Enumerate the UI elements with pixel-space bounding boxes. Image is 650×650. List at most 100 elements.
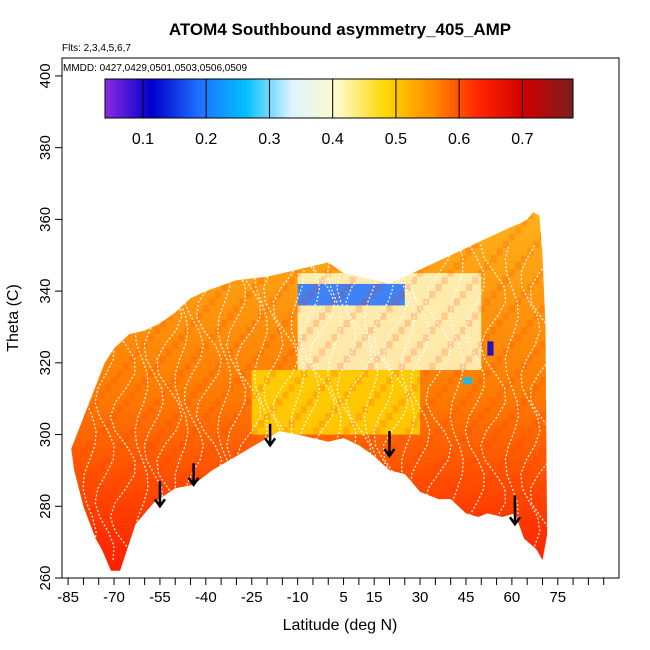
- heatmap-cell: [300, 298, 307, 306]
- flight-track: [449, 244, 464, 561]
- heatmap-cell: [484, 226, 491, 234]
- heatmap-cell: [558, 427, 564, 434]
- heatmap-cell: [459, 434, 466, 442]
- heatmap-cell: [349, 312, 356, 320]
- heatmap-cell: [368, 219, 375, 227]
- heatmap-cell: [417, 448, 424, 457]
- heatmap-cell: [417, 520, 424, 528]
- heatmap-cell: [545, 549, 548, 557]
- heatmap-cell: [478, 377, 485, 385]
- heatmap-cell: [288, 420, 295, 428]
- heatmap-cell: [496, 391, 503, 399]
- heatmap-cell: [117, 370, 124, 378]
- heatmap-cell: [588, 140, 594, 147]
- heatmap-cell: [355, 341, 362, 349]
- heatmap-cell: [368, 362, 375, 370]
- heatmap-cell: [380, 527, 387, 535]
- heatmap-cell: [135, 527, 142, 535]
- heatmap-cell: [349, 527, 356, 535]
- heatmap-cell: [539, 377, 546, 385]
- heatmap-cell: [465, 212, 473, 220]
- heatmap-cell: [533, 384, 540, 392]
- heatmap-cell: [98, 427, 105, 435]
- heatmap-cell: [208, 405, 216, 414]
- heatmap-cell: [595, 348, 601, 355]
- heatmap-cell: [533, 348, 540, 356]
- heatmap-cell: [74, 348, 81, 356]
- heatmap-cell: [80, 305, 87, 313]
- heatmap-cell: [496, 283, 503, 292]
- heatmap-cell: [601, 377, 607, 384]
- heatmap-cell: [245, 470, 252, 478]
- heatmap-cell: [306, 542, 313, 550]
- heatmap-cell: [582, 184, 588, 191]
- heatmap-cell: [613, 363, 619, 370]
- heatmap-cell: [276, 184, 282, 191]
- heatmap-cell: [484, 298, 491, 306]
- heatmap-cell: [588, 463, 594, 470]
- heatmap-cell: [159, 463, 167, 471]
- heatmap-cell: [129, 283, 136, 292]
- heatmap-cell: [582, 399, 588, 406]
- heatmap-cell: [497, 140, 503, 147]
- y-tick-label: 400: [37, 63, 54, 88]
- heatmap-cell: [184, 184, 190, 191]
- heatmap-cell: [601, 198, 607, 205]
- heatmap-cell: [576, 262, 582, 269]
- heatmap-cell: [110, 413, 118, 421]
- heatmap-cell: [172, 341, 179, 349]
- heatmap-cell: [410, 240, 418, 249]
- heatmap-cell: [172, 520, 179, 528]
- heatmap-cell: [312, 248, 320, 256]
- heatmap-cell: [453, 370, 460, 378]
- heatmap-cell: [417, 233, 424, 241]
- heatmap-cell: [233, 198, 239, 205]
- heatmap-cell: [588, 248, 594, 255]
- heatmap-cell: [484, 513, 491, 521]
- heatmap-cell: [484, 370, 491, 378]
- heatmap-cell: [570, 162, 576, 169]
- heatmap-cell: [343, 391, 350, 399]
- heatmap-cell: [558, 176, 564, 183]
- heatmap-cell: [447, 233, 454, 241]
- heatmap-cell: [196, 527, 203, 535]
- heatmap-cell: [337, 184, 343, 191]
- heatmap-cell: [588, 69, 594, 76]
- heatmap-cell: [429, 470, 436, 478]
- plot-frame: [61, 57, 620, 579]
- heatmap-cell: [295, 126, 301, 133]
- heatmap-cell: [282, 534, 289, 543]
- heatmap-cell: [570, 485, 576, 492]
- heatmap-cell: [110, 305, 118, 313]
- colorbar-tick-label: 0.3: [258, 131, 280, 148]
- heatmap-cell: [497, 176, 503, 183]
- heatmap-cell: [172, 556, 179, 564]
- heatmap-cell: [539, 341, 546, 349]
- heatmap-cell: [312, 319, 320, 327]
- heatmap-cell: [282, 212, 289, 220]
- arrow-marker: [264, 423, 277, 448]
- heatmap-cell: [141, 556, 148, 564]
- heatmap-cell: [368, 255, 375, 263]
- heatmap-cell: [111, 198, 117, 205]
- heatmap-cell: [447, 520, 454, 528]
- heatmap-cell: [184, 434, 191, 442]
- flight-track: [308, 244, 336, 561]
- heatmap-cell: [71, 283, 75, 292]
- heatmap-cell: [595, 133, 601, 140]
- heatmap-cell: [533, 169, 539, 176]
- heatmap-cell: [417, 126, 423, 133]
- heatmap-cell: [239, 549, 246, 557]
- heatmap-cell: [227, 384, 234, 392]
- heatmap-cell: [282, 463, 289, 471]
- heatmap-cell: [337, 255, 344, 263]
- heatmap-cell: [147, 513, 154, 521]
- heatmap-cell: [331, 262, 338, 270]
- heatmap-cell: [546, 155, 552, 162]
- heatmap-cell: [313, 571, 319, 578]
- heatmap-cell: [539, 556, 546, 564]
- heatmap-cell: [263, 341, 271, 349]
- heatmap-cell: [93, 148, 99, 155]
- heatmap-cell: [441, 62, 447, 69]
